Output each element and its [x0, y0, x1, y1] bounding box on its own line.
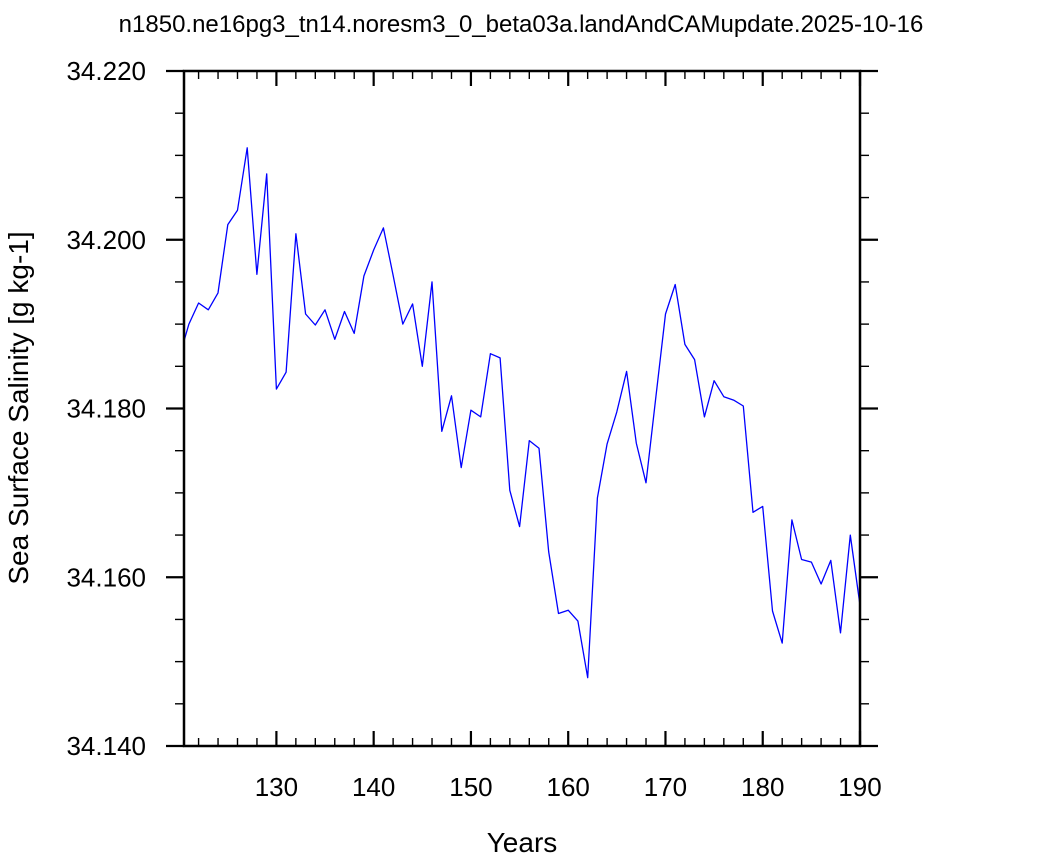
minor-ticks [175, 71, 869, 746]
chart-title: n1850.ne16pg3_tn14.noresm3_0_beta03a.lan… [119, 11, 924, 38]
x-tick-label: 140 [352, 772, 395, 802]
x-tick-labels: 130 140 150 160 170 180 190 [255, 772, 882, 802]
x-axis-label: Years [487, 827, 558, 858]
y-tick-label: 34.220 [66, 56, 146, 86]
plot-frame [182, 69, 862, 748]
x-tick-label: 190 [838, 772, 881, 802]
y-tick-labels: 34.140 34.160 34.180 34.200 34.220 [66, 56, 146, 761]
y-tick-label: 34.200 [66, 225, 146, 255]
y-tick-label: 34.140 [66, 731, 146, 761]
y-tick-label: 34.160 [66, 562, 146, 592]
salinity-series-line [183, 147, 861, 679]
y-axis-label: Sea Surface Salinity [g kg-1] [3, 231, 34, 584]
y-tick-label: 34.180 [66, 394, 146, 424]
major-ticks [166, 69, 878, 748]
x-tick-label: 180 [741, 772, 784, 802]
x-tick-label: 150 [449, 772, 492, 802]
x-tick-label: 130 [255, 772, 298, 802]
x-tick-label: 160 [547, 772, 590, 802]
x-tick-label: 170 [644, 772, 687, 802]
